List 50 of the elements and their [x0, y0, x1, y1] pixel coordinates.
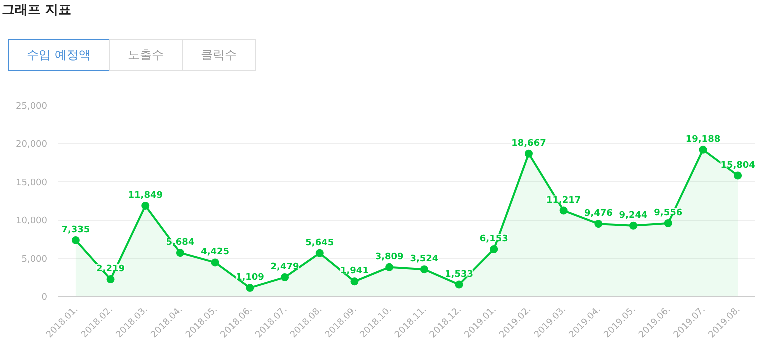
point [176, 249, 184, 258]
point [211, 258, 220, 267]
point [455, 280, 464, 289]
data-label: 7,335 [62, 225, 90, 236]
y-tick-label: 10,000 [16, 216, 48, 227]
data-label: 2,219 [96, 264, 126, 275]
point [386, 263, 394, 272]
data-label: 1,533 [445, 270, 474, 280]
point [72, 236, 80, 244]
data-label: 5,645 [306, 238, 334, 248]
point [699, 146, 708, 154]
data-label: 18,667 [512, 138, 546, 149]
data-label: 3,809 [375, 252, 404, 262]
data-label: 19,188 [686, 134, 721, 145]
y-tick-label: 20,000 [16, 140, 48, 150]
data-label: 4,425 [201, 248, 230, 258]
point [246, 284, 254, 292]
point [490, 246, 498, 254]
point [524, 150, 533, 158]
data-label: 1,109 [236, 273, 264, 284]
text: 노출수 [108, 38, 183, 71]
point [630, 222, 638, 230]
text: 클릭수 [182, 38, 256, 71]
data-label: 9,244 [619, 210, 648, 221]
point [281, 274, 290, 282]
data-label: 9,476 [584, 209, 613, 220]
data-label: 11,849 [128, 190, 163, 201]
text: 수입 예정액 [8, 38, 110, 71]
data-label: 15,804 [720, 160, 756, 171]
y-tick-label: 15,000 [16, 178, 48, 188]
data-label: 9,556 [654, 208, 683, 218]
data-label: 5,684 [166, 238, 195, 248]
data-label: 1,941 [340, 266, 369, 277]
point [734, 172, 742, 180]
point [664, 220, 672, 228]
data-label: 11,217 [546, 196, 582, 206]
y-tick-label: 0 [42, 293, 48, 303]
data-label: 3,524 [410, 254, 439, 265]
chart-title: 그래프 지표 [2, 2, 73, 20]
y-tick-label: 5,000 [22, 254, 48, 265]
point [560, 206, 568, 215]
data-label: 6,153 [480, 234, 508, 244]
point [350, 278, 359, 286]
point [420, 266, 428, 274]
y-tick-label: 25,000 [16, 102, 48, 112]
point [106, 276, 115, 284]
point [316, 249, 324, 258]
point [594, 220, 603, 228]
point [142, 202, 150, 210]
data-label: 2,479 [270, 262, 300, 273]
